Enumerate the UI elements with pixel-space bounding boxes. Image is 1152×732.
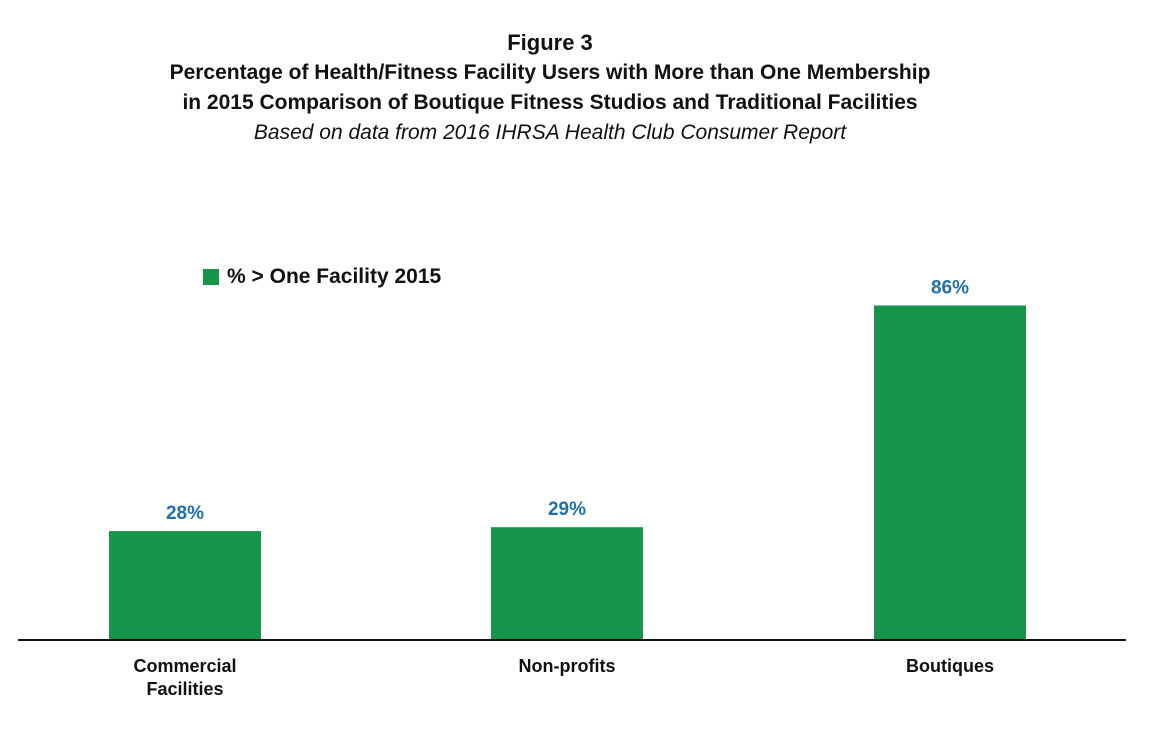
- legend-label: % > One Facility 2015: [227, 265, 442, 288]
- legend-swatch: [203, 269, 219, 285]
- figure-label: Figure 3: [507, 30, 593, 55]
- x-tick-label-0-line-0: Commercial: [133, 656, 236, 676]
- x-tick-label-1: Non-profits: [519, 656, 616, 676]
- chart-title-line-1: Percentage of Health/Fitness Facility Us…: [169, 61, 931, 84]
- bar-2: [874, 305, 1026, 640]
- chart-title-line-2: in 2015 Comparison of Boutique Fitness S…: [182, 91, 918, 114]
- chart-legend: % > One Facility 2015: [203, 265, 441, 289]
- x-tick-label-0-line-1: Facilities: [146, 679, 223, 699]
- chart-header: Figure 3 Percentage of Health/Fitness Fa…: [0, 28, 1100, 148]
- data-label-0: 28%: [166, 503, 204, 524]
- bar-1: [491, 527, 643, 640]
- bar-0: [109, 531, 261, 640]
- chart-subtitle: Based on data from 2016 IHRSA Health Clu…: [253, 121, 847, 144]
- data-label-1: 29%: [548, 499, 586, 520]
- data-label-2: 86%: [931, 277, 969, 298]
- x-tick-label-2: Boutiques: [906, 656, 994, 676]
